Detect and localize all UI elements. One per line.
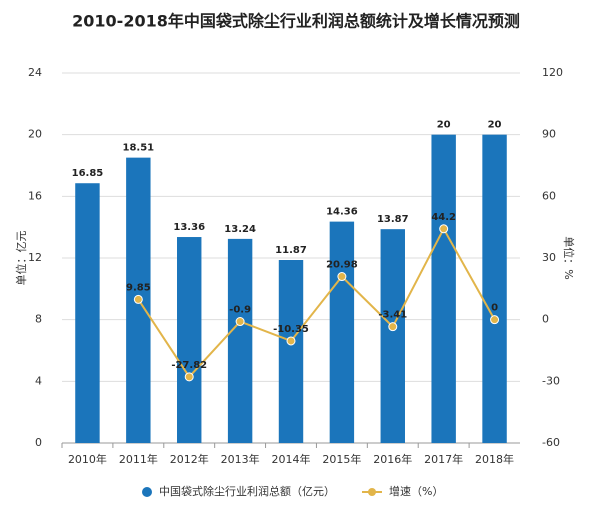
x-tick-label: 2014年 — [272, 452, 311, 466]
y2-tick-label: 120 — [542, 66, 563, 79]
line-value-label: 9.85 — [126, 282, 151, 293]
line-marker — [388, 322, 398, 332]
line-value-label: 44.2 — [431, 212, 456, 223]
bar-value-label: 20 — [437, 120, 451, 131]
x-tick-label: 2017年 — [424, 452, 463, 466]
bar-value-label: 13.24 — [224, 224, 256, 235]
y2-tick-label: 90 — [542, 128, 556, 141]
bar — [75, 183, 100, 443]
x-tick-label: 2013年 — [221, 452, 260, 466]
legend-swatch — [368, 488, 376, 496]
y2-tick-label: 30 — [542, 251, 556, 264]
line-marker — [286, 336, 296, 346]
legend-label: 增速（%） — [389, 484, 443, 498]
y-tick-label: 12 — [28, 251, 42, 264]
bar — [431, 134, 456, 443]
y-tick-label: 8 — [35, 313, 42, 326]
line-value-label: -3.41 — [378, 310, 407, 321]
line-marker — [184, 372, 194, 382]
line-marker — [337, 272, 347, 282]
y2-tick-label: -30 — [542, 374, 560, 387]
y-tick-label: 16 — [28, 189, 42, 202]
bar — [278, 260, 304, 443]
line-value-label: 0 — [491, 303, 498, 314]
bar-value-label: 13.87 — [377, 214, 409, 225]
line-marker — [235, 317, 245, 327]
y2-tick-label: 60 — [542, 189, 556, 202]
line-value-label: -0.9 — [229, 305, 251, 316]
line-marker — [439, 224, 449, 234]
chart-title: 2010-2018年中国袋式除尘行业利润总额统计及增长情况预测 — [72, 12, 520, 31]
line-value-label: 20.98 — [326, 260, 358, 271]
bar-value-label: 16.85 — [72, 168, 104, 179]
bar — [227, 238, 253, 443]
y2-axis-label: 单位：% — [562, 236, 576, 279]
x-tick-label: 2012年 — [170, 452, 209, 466]
bar-value-label: 13.36 — [173, 222, 205, 233]
y2-tick-label: -60 — [542, 436, 560, 449]
line-marker — [490, 315, 500, 325]
legend-swatch — [142, 487, 152, 497]
y-tick-label: 4 — [35, 374, 42, 387]
bar-value-label: 18.51 — [123, 143, 155, 154]
x-tick-label: 2016年 — [373, 452, 412, 466]
x-tick-label: 2010年 — [68, 452, 107, 466]
line-value-label: -27.82 — [171, 360, 207, 371]
bar-value-label: 14.36 — [326, 207, 358, 218]
y-tick-label: 24 — [28, 66, 42, 79]
bar — [482, 134, 507, 443]
line — [137, 226, 496, 379]
y-axis-label: 单位：亿元 — [14, 231, 28, 286]
line-marker — [133, 294, 143, 304]
y-tick-label: 20 — [28, 128, 42, 141]
legend-label: 中国袋式除尘行业利润总额（亿元） — [159, 484, 335, 498]
x-tick-label: 2015年 — [322, 452, 361, 466]
y-tick-label: 0 — [35, 436, 42, 449]
bar-value-label: 20 — [488, 120, 502, 131]
bar — [380, 229, 405, 443]
x-tick-label: 2018年 — [475, 452, 514, 466]
bar-value-label: 11.87 — [275, 245, 307, 256]
bar — [177, 237, 202, 443]
x-tick-label: 2011年 — [119, 452, 158, 466]
line-value-label: -10.35 — [273, 324, 309, 335]
bar — [329, 221, 355, 443]
y2-tick-label: 0 — [542, 313, 549, 326]
